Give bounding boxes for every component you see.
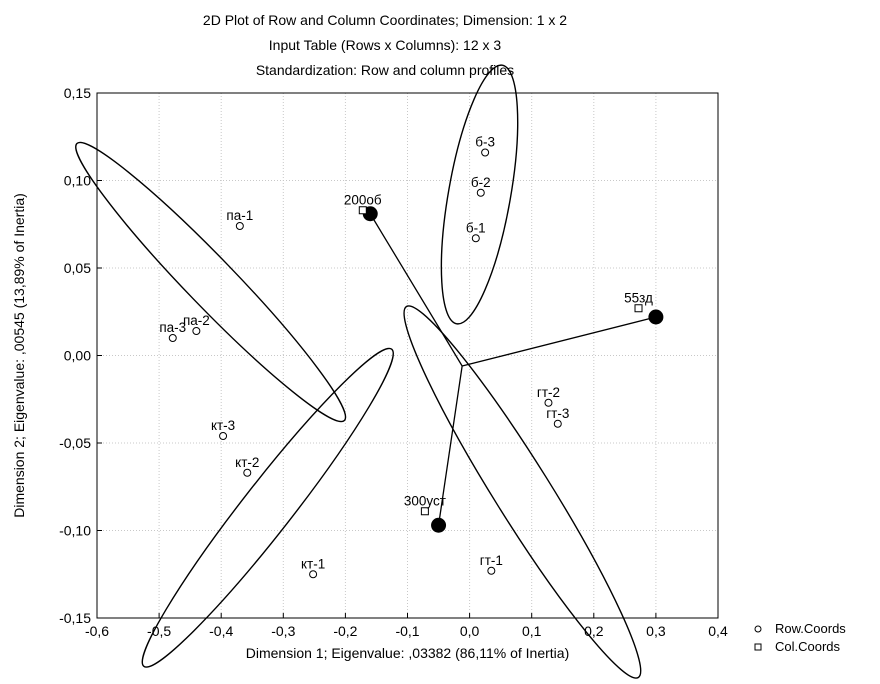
ellipse-па: [75, 141, 347, 423]
point-label: 300уст: [404, 493, 446, 508]
legend-row-marker: [754, 625, 762, 633]
point-label: б-3: [475, 135, 495, 150]
row-point-marker: [476, 188, 485, 197]
x-tick-label: -0,5: [147, 623, 171, 639]
y-tick-label: 0,15: [64, 85, 91, 101]
y-tick-label: -0,10: [59, 523, 91, 539]
legend-col-marker: [754, 643, 762, 651]
point-label: па-1: [226, 208, 253, 223]
group-ellipses: [75, 64, 642, 679]
col-point-marker: [634, 304, 643, 313]
title-line-2: Input Table (Rows x Columns): 12 x 3: [269, 37, 502, 53]
y-tick-label: 0,10: [64, 173, 91, 189]
data-points: б-3 б-2 б-1 па-1 па-2па-3 кт-3 кт-2 кт-1 гт-2 гт-…: [159, 135, 653, 579]
col-point-marker: [358, 206, 367, 215]
spoke-line: [369, 213, 463, 367]
y-axis-label: Dimension 2; Eigenvalue: ,00545 (13,89% …: [11, 193, 27, 518]
chart-title: 2D Plot of Row and Column Coordinates; D…: [203, 12, 567, 78]
point-label: кт-3: [211, 418, 235, 433]
x-axis-label: Dimension 1; Eigenvalue: ,03382 (86,11% …: [246, 645, 570, 661]
ellipse-гт: [403, 305, 642, 679]
spoke-endpoint: [648, 309, 664, 325]
row-point-marker: [219, 432, 228, 440]
point-label: па-2: [183, 313, 210, 328]
title-line-3: Standardization: Row and column profiles: [256, 62, 514, 78]
x-tick-label: 0,0: [460, 623, 480, 639]
row-point-marker: [553, 419, 562, 428]
row-point-marker: [309, 570, 318, 579]
row-point-marker: [481, 148, 490, 157]
y-tick-label: 0,00: [64, 348, 91, 364]
x-axis-ticks: -0,6 -0,5 -0,4 -0,3 -0,2 -0,1 0,0 0,1 0,2 0,3 0,4: [85, 613, 728, 639]
row-point-marker: [544, 398, 553, 407]
x-tick-label: 0,3: [646, 623, 666, 639]
x-tick-label: 0,1: [522, 623, 542, 639]
x-tick-label: -0,6: [85, 623, 109, 639]
row-point-marker: [235, 222, 244, 230]
gridlines: [97, 93, 718, 618]
legend-col-label: Col.Coords: [775, 639, 841, 654]
ellipse-кт: [141, 347, 394, 668]
x-tick-label: -0,3: [271, 623, 295, 639]
row-point-marker: [487, 566, 496, 575]
point-label: 55зд: [624, 290, 653, 305]
point-label: гт-2: [537, 385, 560, 400]
y-tick-label: -0,15: [59, 610, 91, 626]
point-label: гт-3: [546, 406, 569, 421]
ellipse-б: [440, 64, 519, 325]
point-label: па-3: [159, 320, 186, 335]
spokes: [362, 206, 664, 533]
x-tick-label: 0,2: [584, 623, 604, 639]
y-axis-ticks: -0,15 -0,10 -0,05 0,00 0,05 0,10 0,15: [59, 85, 102, 626]
x-tick-label: -0,4: [209, 623, 233, 639]
point-label: гт-1: [480, 553, 503, 568]
spoke-endpoint: [431, 517, 447, 533]
spoke-line: [461, 316, 657, 367]
point-label: кт-2: [235, 455, 259, 470]
point-label: б-2: [471, 175, 491, 190]
x-tick-label: -0,1: [395, 623, 419, 639]
row-point-marker: [168, 334, 177, 342]
spoke-line: [437, 365, 463, 526]
point-label: 200об: [344, 192, 382, 207]
legend: Row.Coords Col.Coords: [754, 621, 846, 654]
title-line-1: 2D Plot of Row and Column Coordinates; D…: [203, 12, 567, 28]
y-tick-label: 0,05: [64, 260, 91, 276]
point-label: кт-1: [301, 556, 325, 571]
legend-row-label: Row.Coords: [775, 621, 846, 636]
x-tick-label: -0,2: [333, 623, 357, 639]
col-point-marker: [420, 507, 429, 516]
point-label: б-1: [466, 220, 486, 235]
x-tick-label: 0,4: [708, 623, 728, 639]
row-point-marker: [243, 468, 252, 477]
y-tick-label: -0,05: [59, 435, 91, 451]
row-point-marker: [192, 327, 201, 335]
row-point-marker: [471, 234, 480, 243]
